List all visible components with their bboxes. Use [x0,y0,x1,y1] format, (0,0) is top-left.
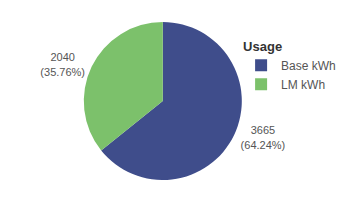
svg-text:3665(64.24%): 3665(64.24%) [241,124,286,150]
svg-text:LM kWh: LM kWh [281,78,325,92]
svg-text:Base kWh: Base kWh [281,59,336,73]
svg-text:Usage: Usage [243,39,282,54]
svg-text:2040(35.76%): 2040(35.76%) [40,51,85,77]
